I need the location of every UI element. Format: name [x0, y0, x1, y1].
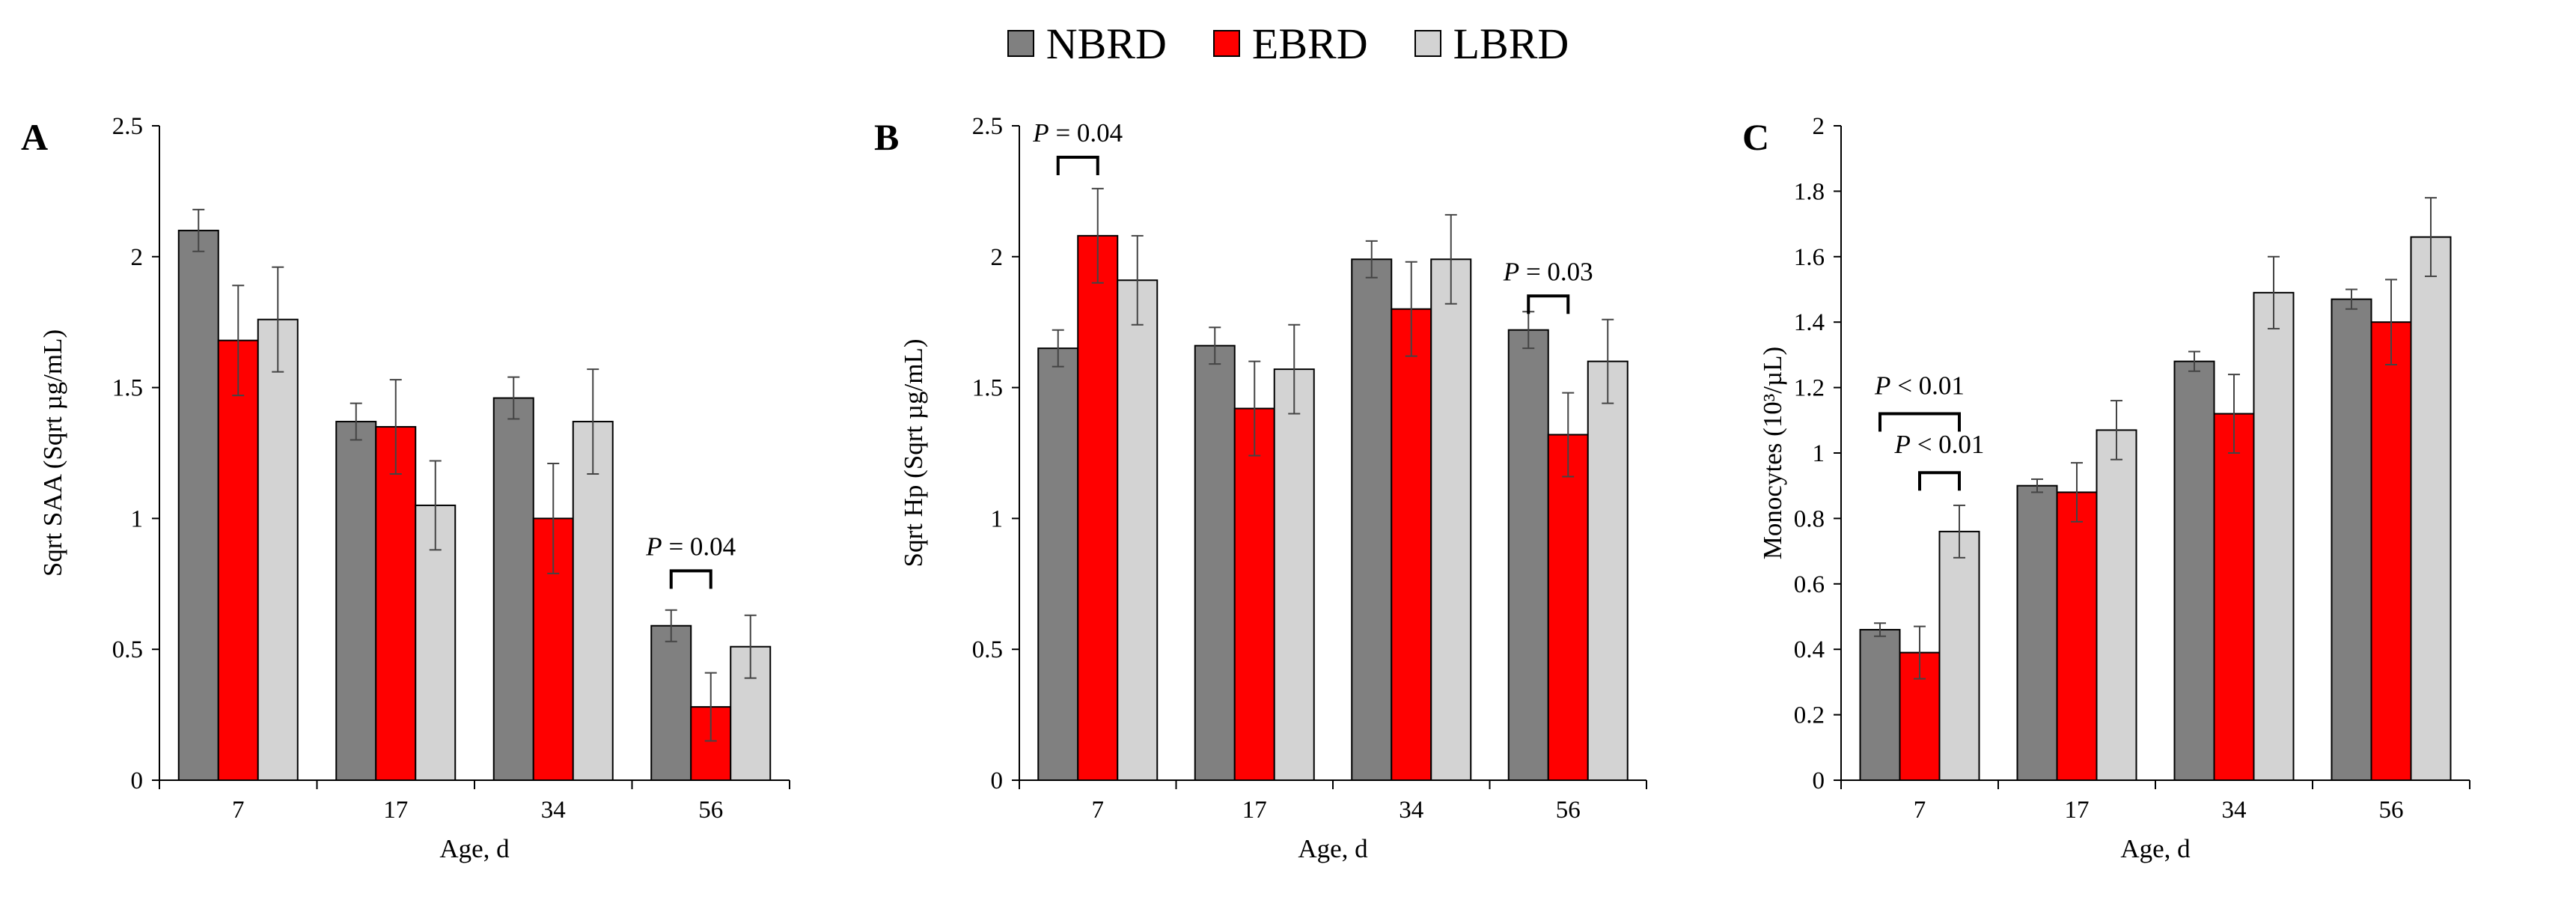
- x-tick-label: 56: [698, 797, 723, 824]
- bar-lbrd-56: [1587, 360, 1629, 781]
- bar-ebrd-56: [2370, 321, 2412, 781]
- legend-swatch-lbrd: [1414, 30, 1441, 57]
- bar-lbrd-7: [1938, 530, 1980, 781]
- bar-lbrd-34: [1430, 258, 1472, 781]
- y-tick-label: 1.2: [1794, 375, 1825, 402]
- y-tick-label: 1.6: [1794, 244, 1825, 271]
- bar-ebrd-17: [1233, 407, 1275, 781]
- panel-letter: C: [1742, 116, 1769, 158]
- y-tick-label: 2: [131, 244, 144, 271]
- p-value-label: P < 0.01: [1874, 371, 1965, 400]
- x-tick-label: 7: [1914, 797, 1926, 824]
- bar-nbrd-34: [1351, 258, 1393, 781]
- bar-ebrd-34: [1391, 308, 1432, 782]
- bar-nbrd-56: [1507, 329, 1549, 781]
- significance-bracket: [669, 569, 712, 589]
- x-tick-label: 34: [1399, 797, 1423, 824]
- y-tick-label: 0.8: [1794, 505, 1825, 532]
- y-tick-label: 0: [991, 767, 1004, 794]
- bar-lbrd-7: [1117, 279, 1159, 782]
- y-tick-label: 1.4: [1794, 309, 1825, 336]
- bar-lbrd-34: [2253, 291, 2295, 781]
- bar-lbrd-7: [257, 318, 299, 782]
- bar-ebrd-17: [2056, 491, 2098, 781]
- legend: NBRD EBRD LBRD: [0, 13, 2576, 73]
- y-tick-label: 0: [131, 767, 144, 794]
- bar-nbrd-34: [2173, 360, 2215, 781]
- legend-label-lbrd: LBRD: [1453, 19, 1569, 68]
- y-tick-label: 1.5: [112, 375, 143, 402]
- legend-item-nbrd: NBRD: [1007, 19, 1167, 69]
- y-tick-label: 0.5: [112, 636, 143, 663]
- bar-nbrd-7: [177, 229, 219, 781]
- significance-bracket: [1878, 412, 1961, 432]
- p-value-label: P = 0.04: [1032, 118, 1123, 148]
- y-tick-label: 1: [131, 505, 144, 532]
- x-tick-label: 56: [1556, 797, 1581, 824]
- bar-lbrd-56: [2410, 236, 2452, 781]
- bar-lbrd-17: [2096, 429, 2137, 781]
- y-tick-label: 0.4: [1794, 636, 1825, 663]
- bar-nbrd-7: [1859, 628, 1901, 781]
- bar-ebrd-34: [2213, 413, 2255, 781]
- bar-ebrd-17: [375, 426, 417, 781]
- significance-bracket: [1918, 471, 1961, 491]
- bar-nbrd-56: [650, 624, 692, 782]
- x-tick-label: 17: [383, 797, 408, 824]
- panel-letter: B: [874, 116, 899, 158]
- legend-swatch-ebrd: [1212, 30, 1240, 57]
- bar-nbrd-56: [2331, 298, 2372, 781]
- significance-bracket: [1056, 155, 1099, 175]
- y-tick-label: 1.8: [1794, 178, 1825, 205]
- y-tick-label: 1: [991, 505, 1004, 532]
- y-tick-label: 0.2: [1794, 702, 1825, 729]
- x-axis-title: Age, d: [1298, 834, 1368, 863]
- bar-nbrd-7: [1037, 347, 1079, 782]
- y-tick-label: 1.5: [972, 375, 1003, 402]
- x-axis-title: Age, d: [2120, 834, 2191, 863]
- y-tick-label: 2.5: [112, 113, 143, 140]
- bar-ebrd-7: [1077, 234, 1119, 782]
- bar-lbrd-17: [1273, 368, 1315, 781]
- x-tick-label: 34: [2222, 797, 2247, 824]
- legend-item-ebrd: EBRD: [1212, 19, 1368, 69]
- bar-lbrd-34: [572, 421, 614, 781]
- y-tick-label: 0.5: [972, 636, 1003, 663]
- bar-nbrd-17: [335, 421, 377, 781]
- legend-label-nbrd: NBRD: [1046, 19, 1167, 68]
- legend-swatch-nbrd: [1007, 30, 1034, 57]
- x-tick-label: 17: [1242, 797, 1267, 824]
- significance-bracket: [1527, 294, 1570, 314]
- x-tick-label: 7: [232, 797, 245, 824]
- bar-ebrd-7: [217, 339, 259, 781]
- y-tick-label: 2: [991, 244, 1004, 271]
- panel-c: C 0 0.2 0.4 0.6 0.8 1 1.2 1.4 1.6 1.8 2 7 17 34 56 Age, …: [1742, 113, 2470, 863]
- panel-a: A 0 0.5 1 1.5 2 2.5 7 17 34 56 Age, d Sqrt SAA (Sqrt…: [21, 113, 790, 863]
- bar-nbrd-17: [1194, 344, 1236, 781]
- p-value-label: P = 0.03: [1503, 257, 1593, 286]
- panel-letter: A: [21, 116, 48, 158]
- x-axis-title: Age, d: [439, 834, 510, 863]
- x-tick-label: 7: [1092, 797, 1105, 824]
- bar-nbrd-34: [492, 397, 534, 781]
- x-tick-label: 34: [541, 797, 566, 824]
- y-axis-title: Sqrt Hp (Sqrt µg/mL): [899, 338, 928, 567]
- p-value-label: P < 0.01: [1894, 430, 1985, 459]
- p-value-label: P = 0.04: [645, 532, 736, 561]
- legend-item-lbrd: LBRD: [1414, 19, 1569, 69]
- y-tick-label: 2: [1813, 113, 1825, 140]
- panel-b: B 0 0.5 1 1.5 2 2.5 7 17 34 56 Age, d Sqrt Hp (Sqrt …: [874, 113, 1647, 863]
- x-tick-label: 56: [2379, 797, 2404, 824]
- bar-nbrd-17: [2016, 484, 2058, 781]
- y-axis-title: Monocytes (10³/µL): [1758, 347, 1787, 559]
- y-tick-label: 1: [1813, 440, 1825, 467]
- y-tick-label: 0.6: [1794, 571, 1825, 598]
- x-tick-label: 17: [2065, 797, 2090, 824]
- bar-ebrd-56: [1547, 434, 1589, 781]
- legend-label-ebrd: EBRD: [1251, 19, 1368, 68]
- y-tick-label: 0: [1813, 767, 1825, 794]
- y-axis-title: Sqrt SAA (Sqrt µg/mL): [38, 329, 67, 577]
- y-tick-label: 2.5: [972, 113, 1003, 140]
